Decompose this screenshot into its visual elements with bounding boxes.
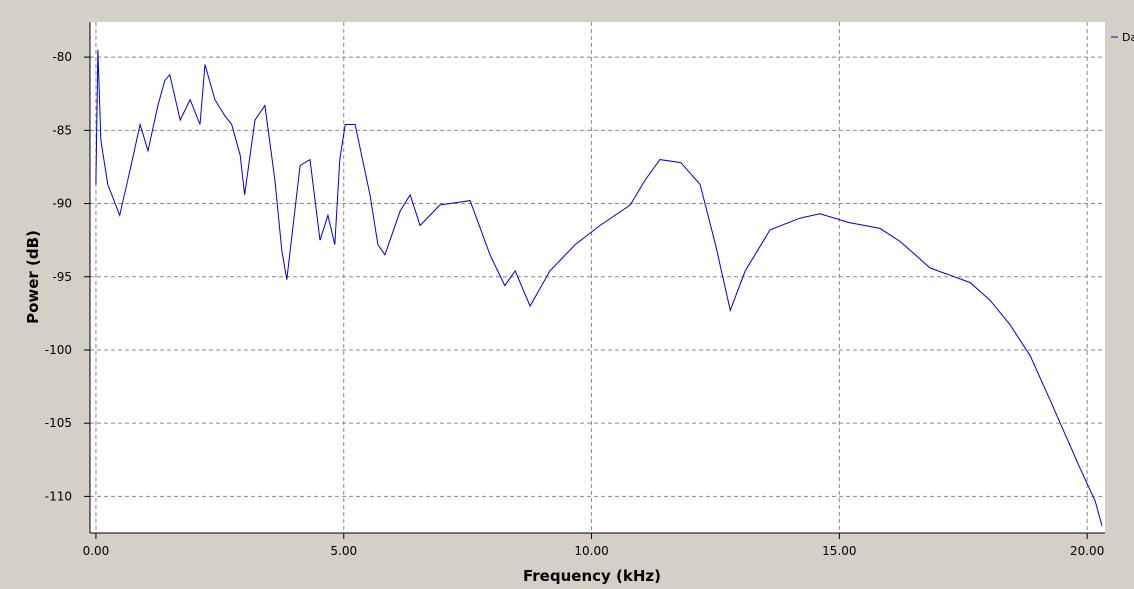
y-tick-label: -85 <box>52 123 72 137</box>
x-tick-label: 20.00 <box>1070 544 1104 558</box>
data-line <box>95 49 1103 526</box>
y-tick-label: -105 <box>45 416 72 430</box>
y-tick-label: -100 <box>45 343 72 357</box>
y-axis-label: Power (dB) <box>24 230 42 324</box>
x-axis-label: Frequency (kHz) <box>523 567 661 585</box>
y-tick-label: -80 <box>52 50 72 64</box>
x-tick-label: 5.00 <box>330 544 357 558</box>
plot-area <box>90 22 1105 533</box>
y-tick-label: -110 <box>45 489 72 503</box>
y-tick-label: -95 <box>52 270 72 284</box>
y-tick-label: -90 <box>52 197 72 211</box>
x-tick-label: 10.00 <box>574 544 608 558</box>
x-tick-label: 15.00 <box>822 544 856 558</box>
x-tick-label: 0.00 <box>83 544 110 558</box>
legend-label: Da <box>1122 31 1134 44</box>
